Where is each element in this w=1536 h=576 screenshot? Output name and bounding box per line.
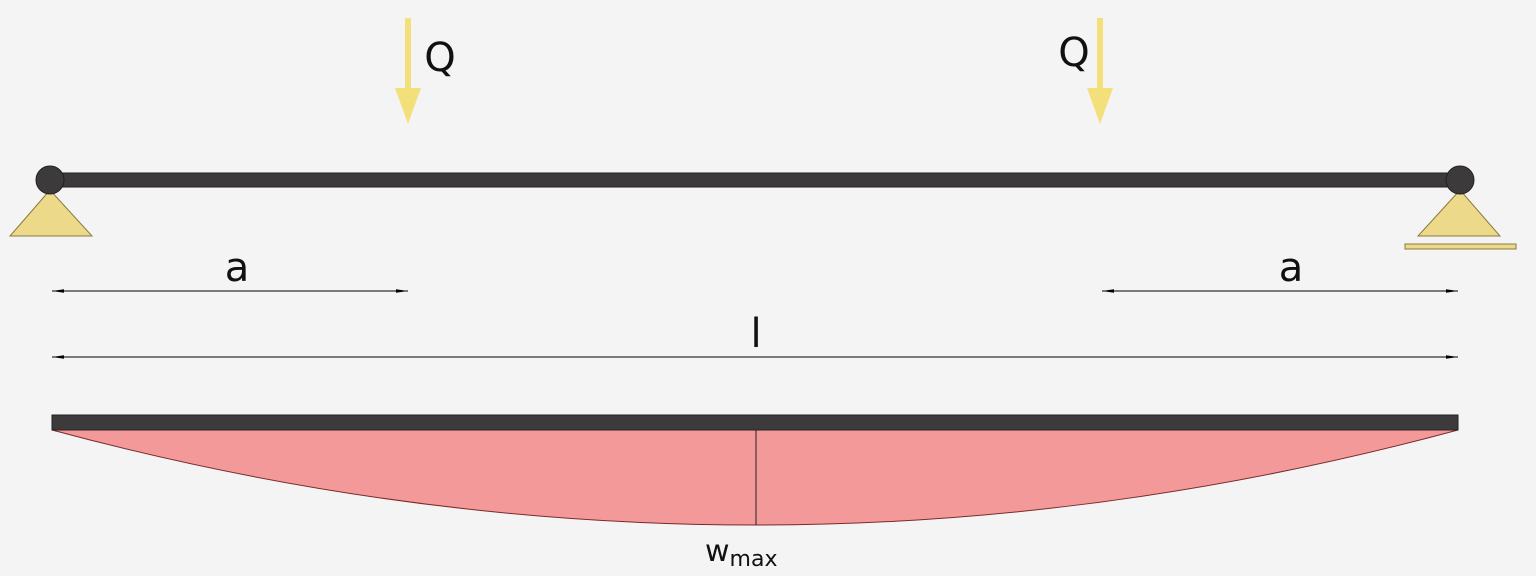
dimension-label: l — [750, 311, 761, 357]
load-arrow — [1087, 18, 1113, 124]
deflection-label: wmax — [705, 534, 777, 573]
deflection-symbol: w — [705, 534, 730, 569]
roller-rail — [1404, 243, 1517, 250]
pin-support — [8, 189, 94, 237]
load-label: Q — [1058, 30, 1089, 76]
load-arrow — [395, 18, 421, 124]
deflection-area — [51, 429, 1459, 526]
load-label: Q — [424, 35, 455, 81]
beam — [49, 172, 1461, 188]
dimension-label: a — [1279, 245, 1304, 291]
deflected-beam — [51, 414, 1459, 431]
dimension-label: a — [225, 245, 250, 291]
deflection-subscript: max — [730, 547, 778, 572]
roller-support — [1416, 189, 1502, 237]
hinge — [35, 165, 65, 195]
hinge — [1445, 165, 1475, 195]
